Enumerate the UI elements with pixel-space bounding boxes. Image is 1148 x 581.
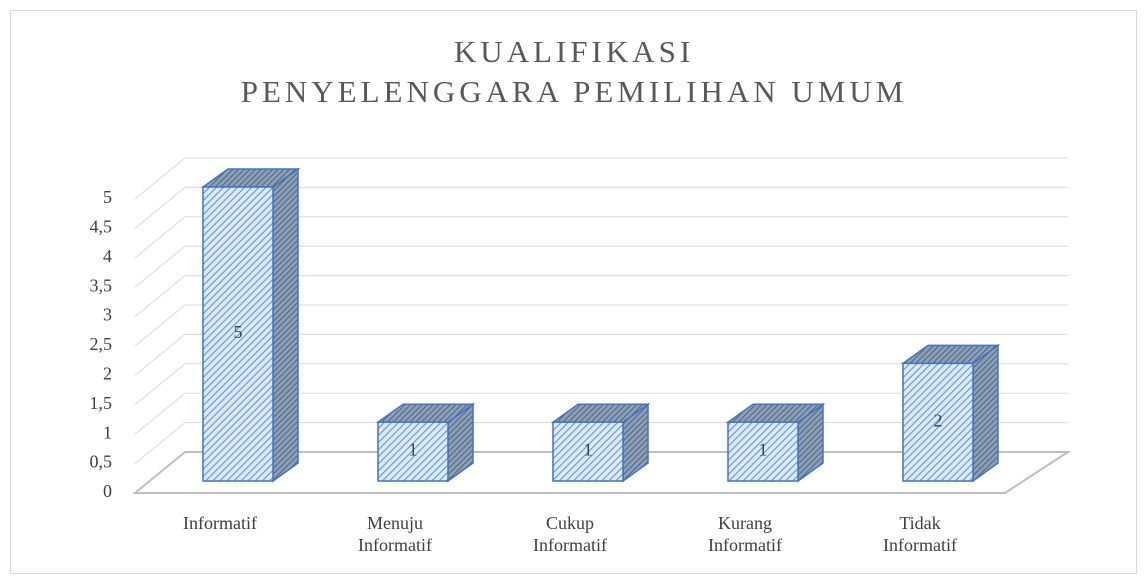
bar-side	[972, 343, 999, 483]
grid-line	[134, 333, 1068, 376]
chart-title: KUALIFIKASI PENYELENGGARA PEMILIHAN UMUM	[240, 34, 908, 109]
y-tick-label: 2,5	[90, 334, 113, 354]
y-tick-label: 4	[103, 246, 112, 266]
grid-line	[134, 392, 1068, 435]
y-tick-label: 0,5	[90, 452, 113, 472]
grid-line	[134, 216, 1068, 259]
value-label: 1	[759, 440, 768, 460]
y-tick-label: 3	[103, 305, 112, 325]
x-tick-label: Tidak Informatif	[883, 513, 957, 555]
x-tick-label: Kurang Informatif	[708, 513, 782, 555]
x-tick-label: Menuju Informatif	[358, 513, 432, 555]
grid-line	[134, 275, 1068, 317]
y-tick-label: 2	[103, 364, 112, 384]
value-label: 1	[584, 440, 593, 460]
y-tick-label: 5	[103, 187, 112, 207]
grid-line	[134, 245, 1068, 288]
y-tick-label: 4,5	[90, 217, 113, 237]
bar	[552, 421, 624, 482]
bar	[377, 421, 449, 482]
x-tick-label: Informatif	[183, 513, 257, 533]
y-tick-label: 1,5	[90, 393, 113, 413]
x-tick-label: Cukup Informatif	[533, 513, 607, 555]
bar	[727, 421, 799, 482]
y-tick-label: 1	[103, 422, 112, 442]
floor	[132, 451, 1072, 494]
value-label: 1	[409, 440, 418, 460]
bar	[902, 362, 974, 482]
grid-line	[134, 363, 1068, 406]
grid-line	[134, 304, 1068, 347]
value-label: 2	[934, 410, 943, 430]
y-tick-label: 3,5	[90, 275, 113, 295]
bar	[202, 186, 274, 482]
bar-side	[272, 167, 299, 483]
grid-line	[134, 157, 1068, 200]
chart-frame	[10, 10, 1137, 574]
y-tick-label: 0	[103, 481, 112, 501]
value-label: 5	[234, 322, 243, 342]
grid-line	[134, 186, 1068, 229]
